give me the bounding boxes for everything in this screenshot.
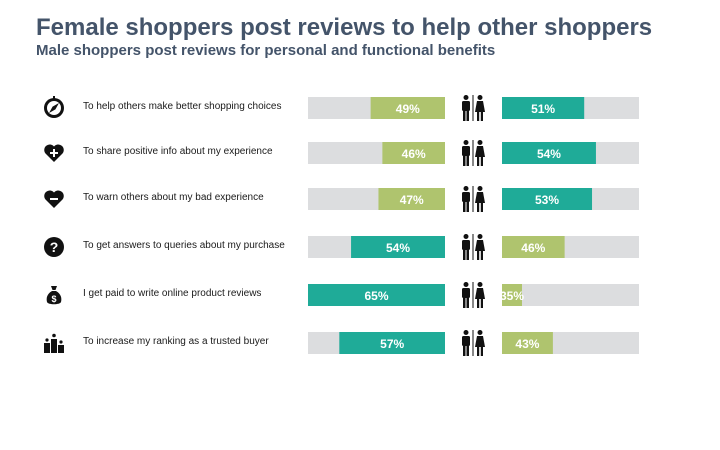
bar-left-label: 49% [396, 102, 420, 116]
bar-right-label: 43% [515, 337, 539, 351]
bar-right [502, 236, 565, 258]
male-female-icon [462, 186, 485, 212]
bar-right [502, 284, 522, 306]
bar-track-right [502, 284, 639, 306]
svg-text:$: $ [51, 294, 56, 304]
male-female-icon [462, 95, 485, 121]
category-label: To warn others about my bad experience [83, 192, 264, 203]
bar-left-label: 46% [402, 147, 426, 161]
question-icon: ? [42, 235, 66, 259]
bar-left-label: 47% [400, 193, 424, 207]
category-label: To increase my ranking as a trusted buye… [83, 336, 269, 347]
ranking-podium-icon [42, 331, 66, 355]
category-label: To help others make better shopping choi… [83, 101, 282, 112]
bar-right [502, 142, 596, 164]
male-female-icon [462, 140, 485, 166]
bar-left [382, 142, 445, 164]
male-female-icon [462, 330, 485, 356]
male-female-icon [462, 234, 485, 260]
bar-left [378, 188, 445, 210]
bar-right [502, 188, 593, 210]
bar-left [339, 332, 445, 354]
chart-subtitle: Male shoppers post reviews for personal … [36, 42, 496, 59]
bar-right [502, 332, 553, 354]
bar-right-label: 54% [537, 147, 561, 161]
category-label: To get answers to queries about my purch… [83, 240, 285, 251]
bar-left [351, 236, 445, 258]
male-female-icon [462, 282, 485, 308]
svg-text:?: ? [50, 239, 59, 255]
bar-right-label: 46% [521, 241, 545, 255]
bar-left [308, 284, 445, 306]
bar-right-label: 51% [531, 102, 555, 116]
bar-left-label: 57% [380, 337, 404, 351]
bar-right-label: 53% [535, 193, 559, 207]
bar-left-label: 54% [386, 241, 410, 255]
category-label: I get paid to write online product revie… [83, 288, 262, 299]
bar-left [370, 97, 445, 119]
bar-left-label: 65% [364, 289, 388, 303]
heart-minus-icon [42, 187, 66, 211]
chart-title: Female shoppers post reviews to help oth… [36, 14, 653, 41]
money-bag-icon: $ [42, 283, 66, 307]
bar-right [502, 97, 585, 119]
compass-icon [42, 96, 66, 120]
heart-plus-icon [42, 141, 66, 165]
category-label: To share positive info about my experien… [83, 146, 273, 157]
bar-right-label: 35% [500, 289, 524, 303]
